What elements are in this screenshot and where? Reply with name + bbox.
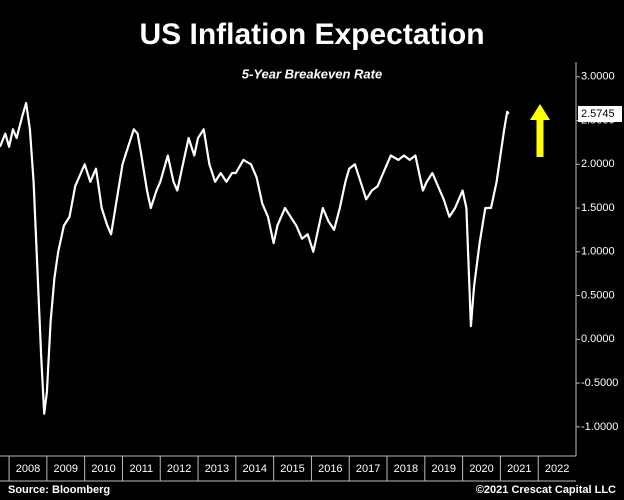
x-tick-label: 2010: [91, 463, 115, 475]
y-tick-label: 0.5000: [581, 289, 615, 301]
x-tick-label: 2020: [469, 463, 493, 475]
x-tick-label: 2018: [394, 463, 418, 475]
x-tick-label: 2008: [16, 463, 40, 475]
x-tick-label: 2013: [205, 463, 229, 475]
y-tick-label: -1.0000: [581, 421, 618, 433]
last-value-label: 2.5745: [581, 108, 615, 120]
chart-title: US Inflation Expectation: [139, 18, 484, 51]
x-tick-label: 2012: [167, 463, 191, 475]
last-value-box: [578, 105, 622, 122]
x-tick-label: 2019: [431, 463, 455, 475]
y-tick-label: 0.0000: [581, 333, 615, 345]
x-tick-label: 2014: [242, 463, 266, 475]
y-tick-label: 1.0000: [581, 246, 615, 258]
y-tick-label: 1.5000: [581, 202, 615, 214]
y-tick-label: -0.5000: [581, 377, 618, 389]
x-tick-label: 2016: [318, 463, 342, 475]
y-tick-label: 2.0000: [581, 158, 615, 170]
chart-subtitle: 5-Year Breakeven Rate: [242, 66, 382, 81]
x-tick-label: 2017: [356, 463, 380, 475]
credit: ©2021 Crescat Capital LLC: [476, 484, 616, 496]
y-tick-label: 3.0000: [581, 71, 615, 83]
arrow-head: [530, 104, 550, 120]
x-tick-label: 2011: [130, 463, 154, 475]
x-tick-label: 2022: [545, 463, 569, 475]
series-line: [0, 101, 510, 415]
x-tick-label: 2009: [54, 463, 78, 475]
x-tick-label: 2021: [507, 463, 531, 475]
x-tick-label: 2015: [280, 463, 304, 475]
source: Source: Bloomberg: [8, 484, 110, 496]
